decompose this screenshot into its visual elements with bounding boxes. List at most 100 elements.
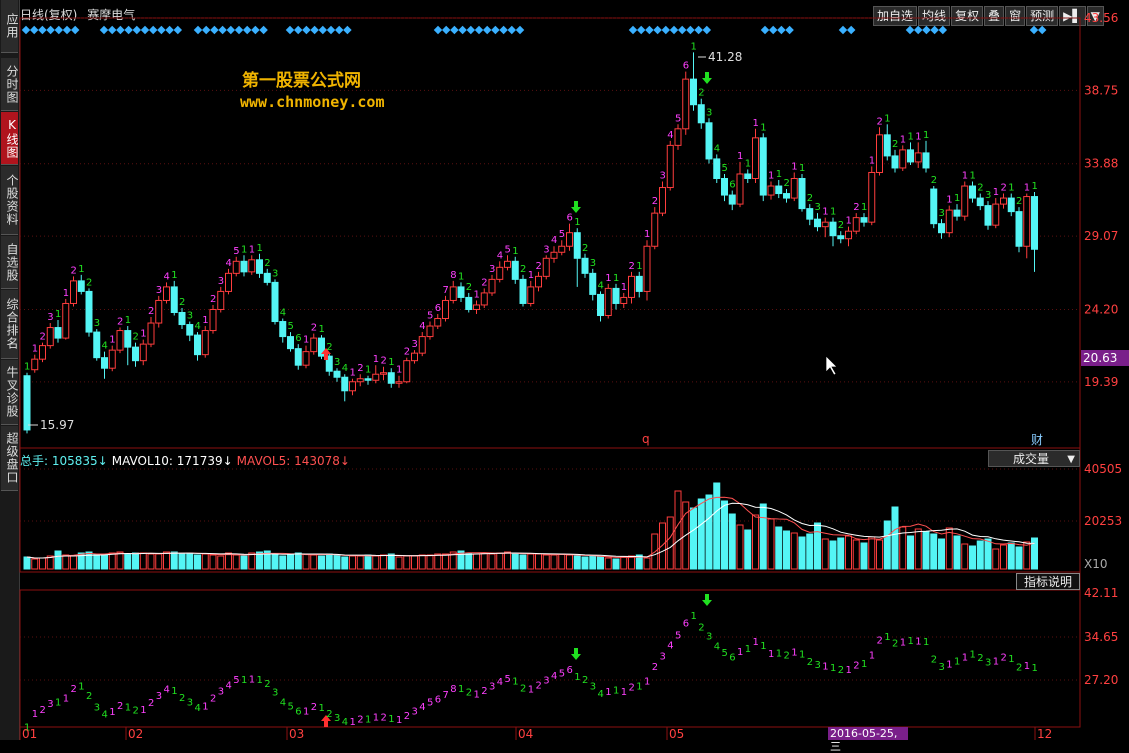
- td-count: 1: [915, 131, 921, 142]
- price-tick-label: 24.20: [1084, 302, 1118, 316]
- indicator-count: 1: [512, 677, 518, 688]
- signal-diamond: [785, 25, 794, 35]
- indicator-count: 1: [319, 703, 325, 714]
- left-tab-7[interactable]: 超级盘口: [1, 426, 19, 491]
- signal-diamond: [686, 25, 695, 35]
- toolbar-button-4[interactable]: 窗: [1005, 6, 1026, 26]
- volume-bar: [62, 554, 70, 570]
- left-tab-6[interactable]: 牛叉诊股: [1, 360, 19, 425]
- volume-bar: [899, 526, 907, 570]
- candle-body: [721, 177, 728, 196]
- left-tab-1[interactable]: 分时图: [1, 58, 19, 111]
- indicator-count: 1: [621, 687, 627, 698]
- volume-bar: [837, 537, 845, 570]
- td-count: 1: [613, 273, 619, 284]
- indicator-count: 1: [644, 677, 650, 688]
- indicator-count: 2: [877, 635, 883, 646]
- td-count: 2: [481, 277, 487, 288]
- td-count: 1: [303, 335, 309, 346]
- volume-bar: [232, 554, 240, 570]
- volume-bar: [845, 535, 852, 570]
- indicator-count: 1: [946, 660, 952, 671]
- candle-body: [992, 203, 1000, 226]
- signal-diamond: [433, 25, 443, 35]
- indicator-count: 5: [722, 648, 728, 659]
- volume-bar: [101, 554, 108, 570]
- bottom-marker-cai: 财: [1031, 433, 1043, 447]
- toolbar-button-0[interactable]: 加自选: [873, 6, 918, 26]
- candle-body: [945, 209, 953, 234]
- indicator-count: 2: [86, 691, 92, 702]
- candle-body: [930, 188, 938, 225]
- indicator-explain-button[interactable]: 指标说明: [1016, 573, 1080, 590]
- candle-body: [209, 308, 217, 332]
- td-count: 1: [388, 357, 394, 368]
- signal-diamond: [507, 25, 517, 35]
- td-count: 2: [264, 258, 270, 269]
- price-tick-label: 43.56: [1084, 11, 1118, 25]
- indicator-count: 2: [40, 705, 46, 716]
- volume-bar: [31, 558, 39, 570]
- td-count: 1: [396, 365, 402, 376]
- candle-body: [54, 327, 62, 339]
- left-tab-3[interactable]: 个股资料: [1, 166, 19, 235]
- indicator-count: 2: [977, 653, 983, 664]
- left-tab-5[interactable]: 综合排名: [1, 290, 19, 359]
- indicator-tick-label: 34.65: [1084, 630, 1118, 644]
- volume-legend-item-1: MAVOL10: 171739↓: [111, 454, 233, 468]
- signal-diamond: [661, 25, 671, 35]
- volume-bar: [194, 554, 201, 570]
- volume-bar: [271, 554, 279, 570]
- toolbar-button-1[interactable]: 均线: [918, 6, 951, 26]
- candle-body: [1023, 196, 1031, 247]
- indicator-count: 3: [660, 652, 666, 663]
- indicator-count: 2: [326, 709, 332, 720]
- signal-diamond: [905, 25, 915, 35]
- td-count: 4: [195, 321, 201, 332]
- candle-body: [798, 177, 806, 210]
- toolbar-button-5[interactable]: 预测: [1026, 6, 1059, 26]
- indicator-count: 3: [543, 675, 549, 686]
- volume-bar: [442, 553, 449, 570]
- volume-bar: [736, 524, 744, 570]
- expand-icon[interactable]: ▶▌: [1059, 6, 1086, 26]
- indicator-count: 2: [357, 715, 363, 726]
- indicator-count: 4: [280, 697, 286, 708]
- volume-bar: [674, 490, 682, 570]
- signal-diamond: [165, 25, 174, 35]
- candle-body: [736, 173, 744, 205]
- left-tab-4[interactable]: 自选股: [1, 236, 19, 289]
- candle-body: [496, 266, 504, 280]
- menu-chevron-icon[interactable]: ▼: [1086, 6, 1104, 26]
- signal-diamond: [450, 25, 459, 35]
- left-tab-2[interactable]: K线图: [1, 112, 19, 165]
- candle-body: [883, 134, 891, 157]
- indicator-count: 2: [536, 680, 542, 691]
- candle-body: [620, 296, 628, 304]
- candle-body: [318, 337, 325, 357]
- indicator-tick-label: 42.11: [1084, 586, 1118, 600]
- candle-body: [535, 275, 542, 288]
- toolbar-button-3[interactable]: 叠: [984, 6, 1005, 26]
- indicator-count: 1: [799, 650, 805, 661]
- candle-body: [705, 122, 713, 160]
- indicator-count: 4: [342, 717, 348, 728]
- td-count: 1: [350, 368, 356, 379]
- candle-body: [597, 293, 604, 317]
- candle-body: [527, 286, 535, 304]
- indicator-count: 2: [264, 679, 270, 690]
- td-count: 1: [830, 207, 836, 218]
- toolbar-button-2[interactable]: 复权: [951, 6, 984, 26]
- volume-bar: [116, 551, 124, 570]
- axis-labels: 43.5638.7533.8829.0724.2019.394050520253…: [19, 11, 1122, 740]
- left-tab-0[interactable]: 应用: [1, 0, 19, 53]
- candle-body: [116, 330, 124, 351]
- indicator-count: 1: [202, 701, 208, 712]
- indicator-select[interactable]: 成交量 ▼: [988, 450, 1080, 467]
- volume-bar: [976, 540, 984, 570]
- td-count: 1: [946, 195, 952, 206]
- indicator-count: 1: [125, 703, 131, 714]
- volume-bar: [814, 522, 821, 570]
- td-count: 7: [443, 285, 449, 296]
